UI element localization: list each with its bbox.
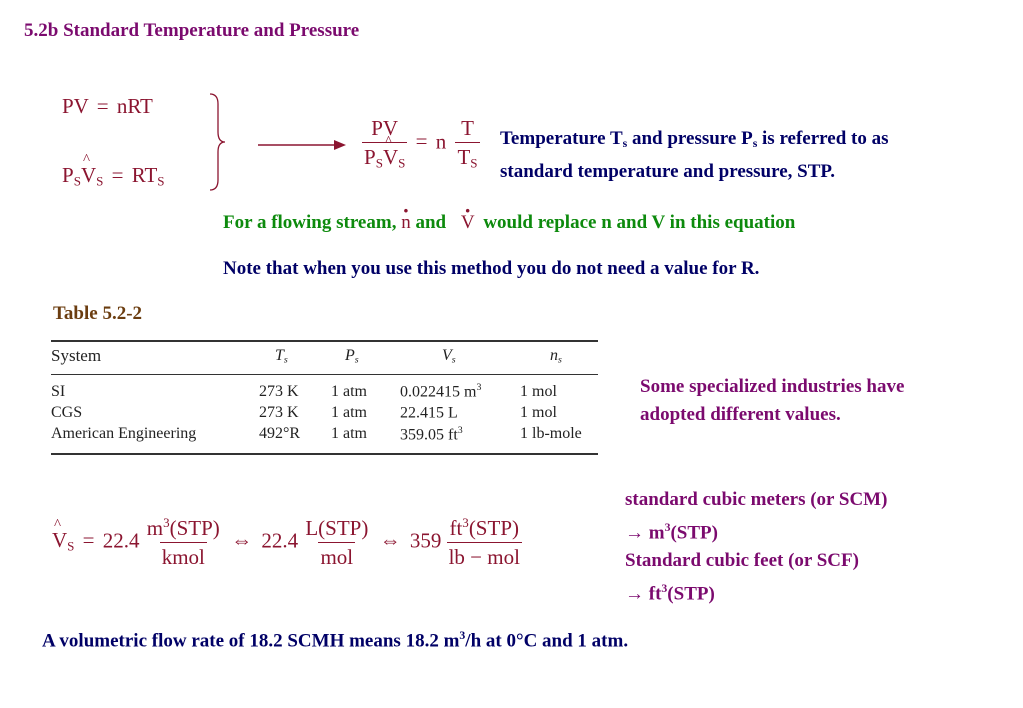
molar-volume-equation: VS = 22.4 m3(STP) kmol ⇔ 22.4 L(STP) mol… [52,515,522,570]
eq-n: n [435,129,447,154]
eq-v-hat: V [81,152,96,188]
cell-system: CGS [51,403,83,421]
units-line-m3: → m3(STP) [625,521,718,544]
cell-ps: 1 atm [331,425,367,443]
fraction-denominator: TS [455,142,480,171]
standard-state-equation: PSVS = RTS [62,152,165,189]
cell-vs: 359.05 ft3 [400,424,463,443]
units-line-scm: standard cubic meters (or SCM) [625,489,888,510]
fraction-t: T TS [455,116,480,171]
header-vs: Vs [442,346,456,366]
stp-ratio-equation: PV PSVS = n T TS [362,116,480,171]
table-label: Table 5.2-2 [53,303,143,324]
cell-vs: 0.022415 m3 [400,382,482,401]
flow-rate-note: A volumetric flow rate of 18.2 SCMH mean… [42,629,629,652]
v-dot: V [461,212,475,234]
eq-rt-sub: S [157,173,165,189]
table-row: CGS 273 K 1 atm 22.415 L 1 mol [51,402,598,423]
eq-rt: RT [131,163,158,187]
eq-rhs: nRT [116,94,153,118]
header-ts: Ts [275,346,288,366]
cell-ps: 1 atm [331,403,367,421]
standard-units-note: standard cubic meters (or SCM) → m3(STP)… [625,486,887,609]
table-row: American Engineering 492°R 1 atm 359.05 … [51,424,598,445]
slide-title: 5.2b Standard Temperature and Pressure [24,20,360,41]
header-ns: ns [550,346,562,366]
header-system: System [51,346,102,365]
fraction-numerator: T [461,116,474,140]
stp-definition-note: Temperature Ts and pressure Ps is referr… [500,128,889,182]
cell-system: American Engineering [51,425,197,443]
eq-lhs: PV [62,94,89,118]
cell-ps: 1 atm [331,382,367,400]
table-row: SI 273 K 1 atm 0.022415 m3 1 mol [51,381,598,402]
stp-table: System Ts Ps Vs ns SI 273 K 1 atm 0.0224… [51,340,598,455]
fraction-pv: PV PSVS [362,116,408,171]
cell-ns: 1 mol [520,403,557,421]
units-line-ft3: → ft3(STP) [625,582,715,605]
cell-ns: 1 mol [520,382,557,400]
no-r-needed-note: Note that when you use this method you d… [223,258,760,279]
units-line-scf: Standard cubic feet (or SCF) [625,550,859,572]
header-ps: Ps [345,346,359,366]
cell-ts: 492°R [259,425,301,443]
cell-ts: 273 K [259,403,299,421]
cell-vs: 22.415 L [400,404,458,422]
eq-operator: = [96,94,109,118]
cell-ts: 273 K [259,382,299,400]
right-arrow [258,140,346,150]
cell-system: SI [51,382,66,400]
eq-p-sub: S [73,173,81,189]
fraction-m3-kmol: m3(STP) kmol [146,515,220,570]
eq-v-sub: S [96,173,104,189]
industries-note: Some specialized industries have adopted… [640,376,905,425]
eq-operator: = [111,163,124,187]
right-brace [209,93,226,191]
fraction-denominator: PSVS [362,134,408,171]
cell-ns: 1 lb-mole [520,425,582,443]
n-dot: n [401,212,411,234]
fraction-l-mol: L(STP) mol [305,516,369,570]
eq-operator: = [415,129,428,154]
fraction-ft3-lbmol: ft3(STP) lb − mol [446,515,522,570]
ideal-gas-equation: PV = nRT [62,94,153,119]
eq-v-hat: V [52,517,67,553]
table-header-row: System Ts Ps Vs ns [51,342,598,375]
flowing-stream-note: For a flowing stream, n and V would repl… [223,212,795,234]
eq-p: P [62,163,74,187]
stp-table-grid: System Ts Ps Vs ns SI 273 K 1 atm 0.0224… [51,342,598,445]
